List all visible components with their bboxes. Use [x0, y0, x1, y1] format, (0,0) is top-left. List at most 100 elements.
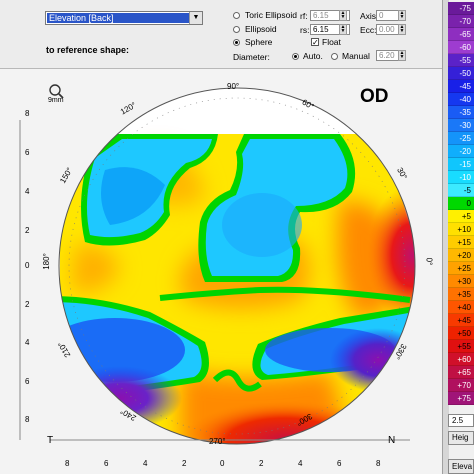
ellipsoid-label: Ellipsoid	[245, 24, 277, 34]
x-tick: 4	[143, 459, 148, 468]
legend-swatch: -40	[448, 93, 474, 106]
x-tick: 4	[298, 459, 303, 468]
x-tick: 0	[220, 459, 225, 468]
chevron-down-icon[interactable]: ▼	[189, 12, 202, 24]
radio-ellipsoid[interactable]	[233, 26, 240, 33]
diameter-manual-label: Manual	[342, 51, 370, 61]
sphere-label: Sphere	[245, 37, 273, 47]
y-tick: 4	[25, 338, 30, 347]
x-tick: 2	[182, 459, 187, 468]
y-tick: 6	[25, 148, 30, 157]
legend-swatch: -20	[448, 145, 474, 158]
legend-swatch: +55	[448, 340, 474, 353]
legend-swatch: -35	[448, 106, 474, 119]
y-tick: 8	[25, 415, 30, 424]
legend-swatch: +50	[448, 327, 474, 340]
rf-label: rf:	[300, 11, 308, 21]
eye-label: OD	[360, 86, 389, 107]
legend-swatch: +75	[448, 392, 474, 405]
axis-label: Axis:	[360, 11, 379, 21]
radio-sphere[interactable]	[233, 39, 240, 46]
legend-swatch: -30	[448, 119, 474, 132]
height-button[interactable]: Heig	[448, 431, 474, 445]
diameter-label: Diameter:	[233, 52, 270, 62]
legend-swatch: +20	[448, 249, 474, 262]
legend-swatch: -60	[448, 41, 474, 54]
ecc-label: Ecc:	[360, 25, 377, 35]
x-tick: 6	[337, 459, 342, 468]
degree-ticks	[68, 97, 406, 435]
legend-swatch: -25	[448, 132, 474, 145]
legend-swatch: +5	[448, 210, 474, 223]
legend-swatch: -10	[448, 171, 474, 184]
legend-swatch: -5	[448, 184, 474, 197]
y-tick: 0	[25, 261, 30, 270]
diameter-stepper[interactable]: ▲ ▼	[398, 50, 406, 61]
temporal-label: T	[47, 435, 54, 446]
legend-swatch: +65	[448, 366, 474, 379]
elevation-map-svg	[19, 87, 416, 445]
float-label: Float	[322, 37, 341, 47]
legend-swatch: -45	[448, 80, 474, 93]
x-tick: 6	[104, 459, 109, 468]
angle-label-90: 90°	[227, 82, 240, 91]
rf-stepper[interactable]: ▲ ▼	[339, 10, 347, 21]
legend-swatch: -50	[448, 67, 474, 80]
rf-input[interactable]: 6.15	[310, 10, 350, 21]
y-tick: 2	[25, 226, 30, 235]
radio-diameter-auto[interactable]	[292, 53, 299, 60]
legend-swatch: +70	[448, 379, 474, 392]
axis-input[interactable]: 0	[376, 10, 400, 21]
angle-label-180: 180°	[41, 253, 51, 270]
x-tick: 8	[65, 459, 70, 468]
y-tick: 2	[25, 300, 30, 309]
rs-input[interactable]: 6.15	[310, 24, 350, 35]
legend-swatch: +60	[448, 353, 474, 366]
nasal-label: N	[388, 435, 396, 446]
legend-swatch: +10	[448, 223, 474, 236]
zoom-label: 9mm	[48, 97, 64, 104]
map-colors	[59, 134, 415, 444]
legend-swatch: +25	[448, 262, 474, 275]
legend-swatch: +15	[448, 236, 474, 249]
reference-shape-label: to reference shape:	[46, 45, 130, 55]
x-tick: 2	[259, 459, 264, 468]
rs-stepper[interactable]: ▲ ▼	[339, 24, 347, 35]
legend-swatch: -65	[448, 28, 474, 41]
ecc-input[interactable]: 0.00	[376, 24, 400, 35]
radio-diameter-manual[interactable]	[331, 53, 338, 60]
axis-stepper[interactable]: ▲ ▼	[398, 10, 406, 21]
rs-label: rs:	[300, 25, 310, 35]
radio-toric-ellipsoid[interactable]	[233, 12, 240, 19]
legend-swatch: -75	[448, 2, 474, 15]
elevation-button[interactable]: Eleva	[448, 459, 474, 474]
legend-swatch: 0	[448, 197, 474, 210]
toric-ellipsoid-label: Toric Ellipsoid	[245, 10, 297, 20]
magnifier-icon	[49, 84, 64, 99]
x-tick: 8	[376, 459, 381, 468]
y-tick: 4	[25, 187, 30, 196]
zoom-control[interactable]: 9mm	[46, 83, 68, 109]
step-value-input[interactable]: 2.5	[448, 414, 474, 427]
diameter-auto-label: Auto.	[303, 51, 323, 61]
legend-swatch: +40	[448, 301, 474, 314]
legend-swatch: -15	[448, 158, 474, 171]
vertical-scrollbar[interactable]	[442, 0, 449, 474]
legend-swatch: +35	[448, 288, 474, 301]
legend-swatch: -70	[448, 15, 474, 28]
legend-swatch: +30	[448, 275, 474, 288]
map-outline	[58, 87, 416, 445]
display-type-select[interactable]: Elevation [Back] ▼	[45, 11, 203, 25]
legend-swatch: -55	[448, 54, 474, 67]
ecc-stepper[interactable]: ▲ ▼	[398, 24, 406, 35]
display-type-value: Elevation [Back]	[47, 13, 189, 23]
control-panel: Elevation [Back] ▼ to reference shape: T…	[0, 0, 442, 69]
y-tick: 6	[25, 377, 30, 386]
y-tick: 8	[25, 109, 30, 118]
diameter-input[interactable]: 6.20	[376, 50, 400, 61]
float-checkbox[interactable]: ✓	[311, 38, 319, 47]
color-scale-legend: -75 -70 -65 -60 -55 -50 -45 -40 -35 -30 -25 -20 -15-…	[448, 0, 474, 412]
legend-swatch: +45	[448, 314, 474, 327]
angle-label-0: 0°	[424, 257, 434, 266]
angle-label-270: 270°	[209, 437, 226, 446]
